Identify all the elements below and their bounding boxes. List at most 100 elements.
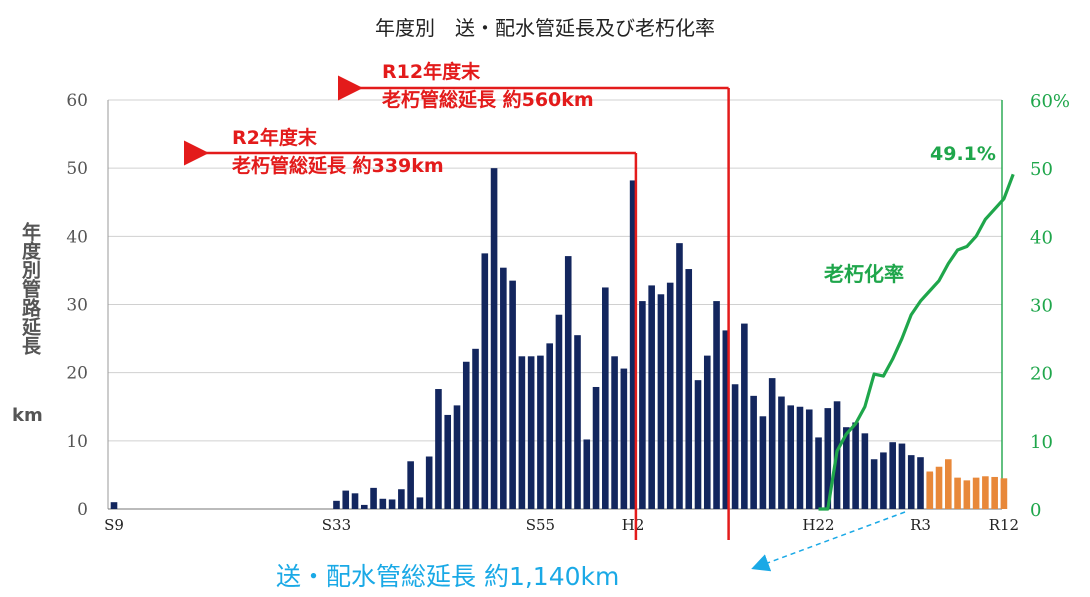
chart-title: 年度別 送・配水管延長及び老朽化率: [375, 16, 715, 40]
bar-actual: [342, 490, 350, 509]
bar-actual: [444, 414, 452, 509]
bar-actual: [852, 422, 859, 509]
y-tick-right: 40: [1030, 227, 1053, 248]
x-tick-label: H22: [802, 516, 834, 534]
bar-actual: [509, 280, 516, 509]
bar-actual: [481, 253, 489, 509]
bar-planned: [1000, 478, 1008, 509]
y-tick-right: 10: [1030, 432, 1053, 453]
bar-actual: [602, 287, 609, 509]
bar-actual: [843, 427, 850, 509]
bar-actual: [379, 498, 387, 509]
bar-actual: [861, 433, 869, 509]
bar-actual: [889, 442, 896, 509]
bar-actual: [360, 504, 368, 509]
bar-actual: [666, 282, 674, 509]
bar-actual: [435, 389, 442, 509]
bar-actual: [768, 378, 776, 509]
x-tick-label: S33: [322, 516, 351, 534]
bar-actual: [824, 408, 832, 509]
bar-actual: [759, 416, 767, 509]
bar-actual: [398, 489, 405, 509]
bar-actual: [898, 443, 906, 509]
y-tick-left: 0: [77, 500, 88, 520]
y-tick-left: 60: [66, 91, 88, 111]
bar-actual: [639, 301, 646, 509]
bar-actual: [416, 497, 424, 509]
r12-annotation: R12年度末 老朽管総延長 約560km: [382, 58, 594, 114]
y-tick-right: 30: [1030, 296, 1053, 317]
bar-actual: [778, 396, 785, 509]
bar-actual: [583, 439, 591, 509]
bar-planned: [945, 459, 952, 509]
bar-planned: [991, 476, 998, 509]
rate-series-label: 老朽化率: [824, 262, 904, 286]
rate-value-label: 49.1%: [930, 143, 996, 165]
bar-actual: [722, 330, 730, 509]
bar-actual: [741, 323, 748, 509]
bar-actual: [351, 493, 359, 509]
x-tick-label: R3: [910, 516, 931, 534]
bar-actual: [564, 256, 572, 509]
r2-annotation-title: R2年度末: [232, 127, 317, 149]
r12-annotation-title: R12年度末: [382, 61, 481, 83]
bar-actual: [425, 456, 433, 509]
r2-annotation: R2年度末 老朽管総延長 約339km: [232, 124, 444, 180]
bar-actual: [462, 361, 470, 509]
total-length-label: 送・配水管総延長 約1,140km: [276, 562, 620, 591]
bar-actual: [527, 356, 535, 509]
bar-actual: [110, 502, 118, 509]
y-tick-right: 50: [1030, 159, 1053, 180]
bar-actual: [805, 409, 813, 509]
bar-planned: [926, 471, 934, 509]
bar-actual: [796, 406, 804, 509]
axes: 0 0 10 10 20 20 30 30 40 40 50 50 60 60% S9 S33 S55 H2 H22…: [66, 91, 1070, 534]
y-tick-left: 40: [66, 227, 88, 247]
bar-planned: [963, 480, 971, 509]
x-tick-label: R12: [989, 516, 1019, 534]
y-tick-right: 0: [1030, 500, 1041, 521]
x-tick-label: S55: [526, 516, 555, 534]
bar-actual: [472, 348, 479, 509]
bar-planned: [935, 466, 943, 509]
bar-actual: [815, 437, 822, 509]
gridlines: [108, 99, 1002, 442]
bar-actual: [518, 356, 526, 509]
bar-actual: [713, 301, 720, 509]
x-tick-label: S9: [104, 516, 124, 534]
bar-actual: [629, 180, 637, 510]
bar-actual: [574, 335, 581, 509]
bar-actual: [407, 461, 414, 509]
y-tick-left: 20: [66, 364, 88, 384]
bar-actual: [490, 168, 498, 509]
year-markers: [184, 75, 906, 572]
bar-actual: [657, 294, 665, 509]
bar-actual: [685, 269, 693, 509]
bar-actual: [537, 355, 544, 509]
bar-actual: [333, 500, 340, 509]
bar-actual: [787, 405, 795, 509]
bar-actual: [620, 368, 628, 509]
x-tick-label: H2: [622, 516, 645, 534]
y-tick-left: 50: [66, 159, 88, 179]
y-axis-label: 年度別管路延長: [19, 222, 41, 355]
bar-actual: [388, 499, 396, 509]
bar-actual: [592, 386, 600, 509]
rate-line: [818, 173, 1015, 511]
bar-actual: [880, 452, 887, 509]
bar-actual: [611, 356, 618, 509]
rate-series: [818, 173, 1015, 511]
bar-planned: [972, 477, 980, 509]
y-tick-left: 10: [66, 432, 88, 452]
bar-actual: [917, 457, 924, 509]
bar-actual: [546, 343, 553, 509]
y-tick-right: 20: [1030, 364, 1053, 385]
bar-planned: [954, 477, 961, 509]
bar-actual: [731, 384, 739, 509]
bar-actual: [370, 487, 377, 509]
bar-actual: [500, 267, 507, 509]
bar-actual: [703, 355, 711, 509]
bar-actual: [676, 243, 683, 509]
bar-actual: [907, 455, 915, 509]
